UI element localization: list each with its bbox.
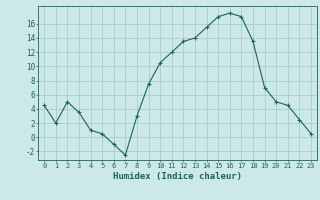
X-axis label: Humidex (Indice chaleur): Humidex (Indice chaleur)	[113, 172, 242, 181]
